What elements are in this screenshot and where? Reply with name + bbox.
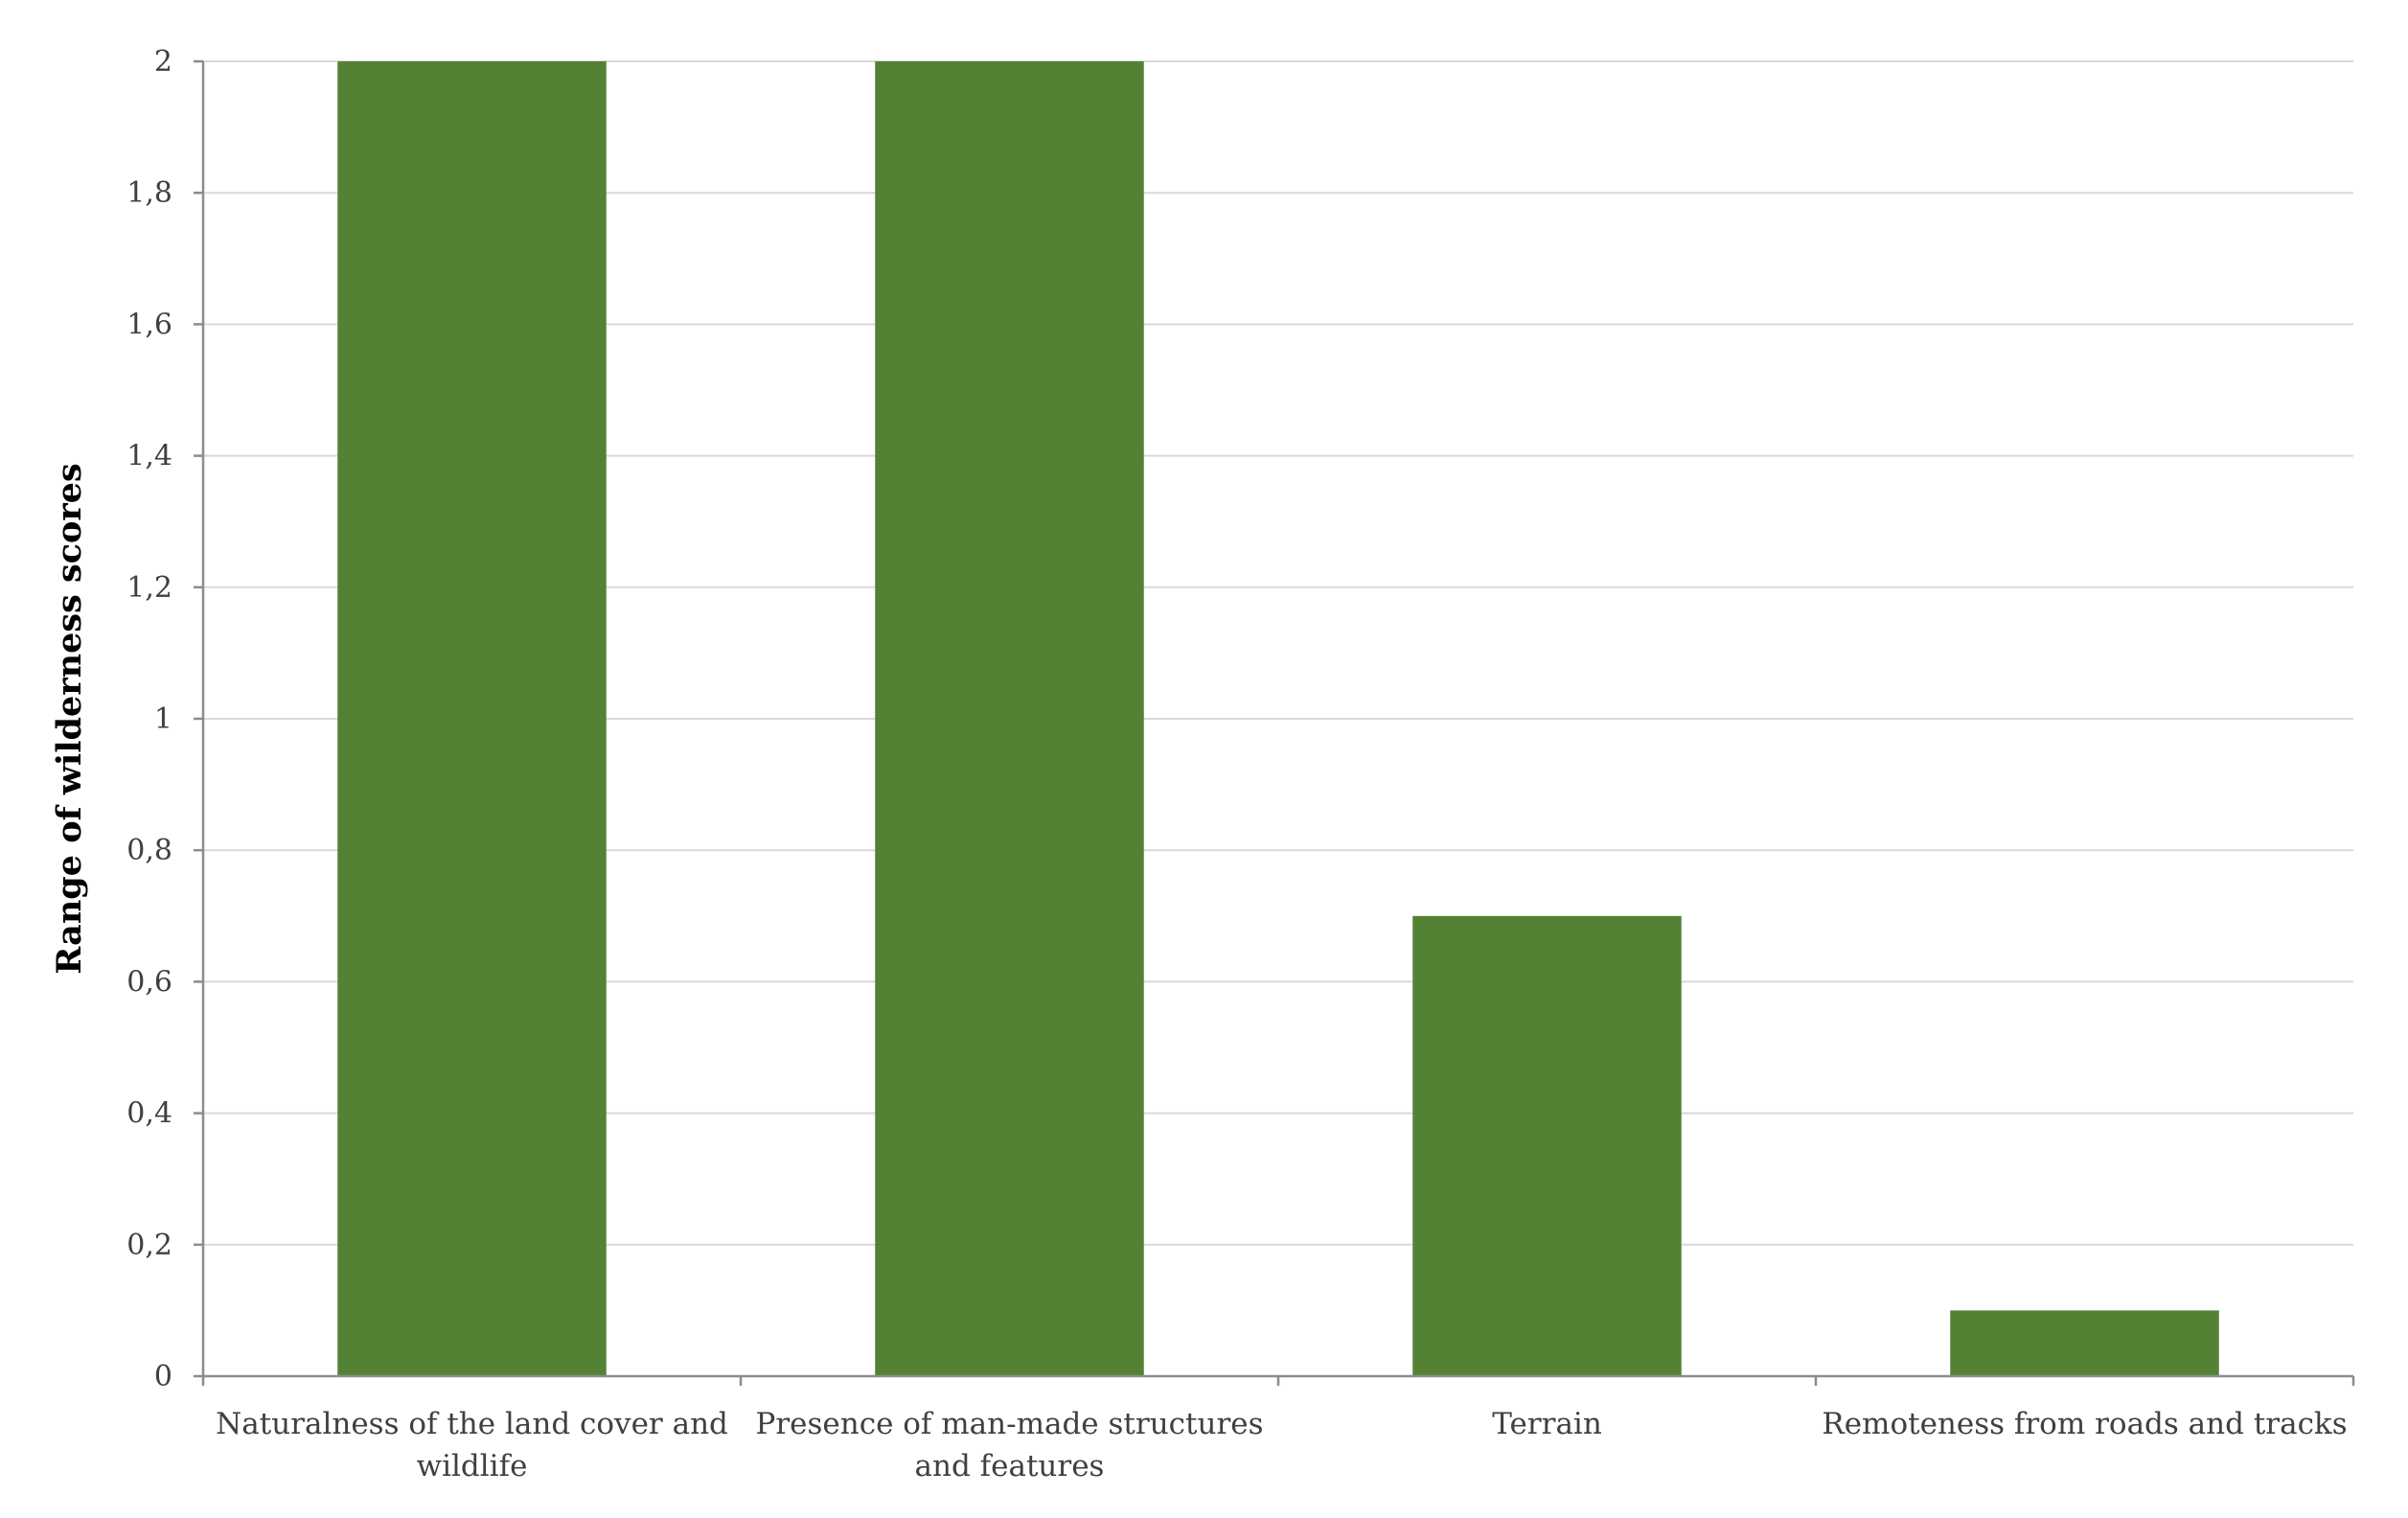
x-category-label: Terrain: [1492, 1407, 1602, 1441]
y-tick-label: 2: [154, 45, 172, 79]
y-tick-label: 0: [154, 1360, 172, 1393]
y-tick-label: 1,8: [126, 176, 172, 210]
y-axis-label: Range of wilderness scores: [50, 463, 89, 975]
y-tick-label: 1,4: [126, 440, 172, 473]
bar: [875, 61, 1144, 1376]
y-tick-label: 1,6: [126, 308, 172, 341]
y-tick-label: 0,4: [126, 1097, 172, 1131]
y-tick-label: 0,8: [126, 834, 172, 867]
axes: [194, 59, 2355, 1386]
y-tick-labels: 0 0,2 0,4 0,6 0,8 1 1,2 1,4 1,6 1,8 2: [126, 45, 172, 1393]
y-tick-label: 0,6: [126, 965, 172, 999]
bar: [1950, 1310, 2219, 1376]
x-category-label: and features: [915, 1449, 1105, 1484]
bar: [1412, 915, 1682, 1376]
bars: [337, 61, 2219, 1376]
x-category-label: Presence of man-made structures: [755, 1407, 1263, 1441]
bar: [337, 61, 607, 1376]
y-tick-label: 1: [154, 702, 172, 736]
x-category-label: Naturalness of the land cover and: [216, 1407, 728, 1441]
y-tick-label: 0,2: [126, 1229, 172, 1262]
x-category-label: Remoteness from roads and tracks: [1822, 1407, 2347, 1441]
x-category-label: wildlife: [417, 1449, 528, 1484]
x-category-labels: Naturalness of the land cover and wildlif…: [216, 1407, 2348, 1484]
y-tick-label: 1,2: [126, 571, 172, 605]
